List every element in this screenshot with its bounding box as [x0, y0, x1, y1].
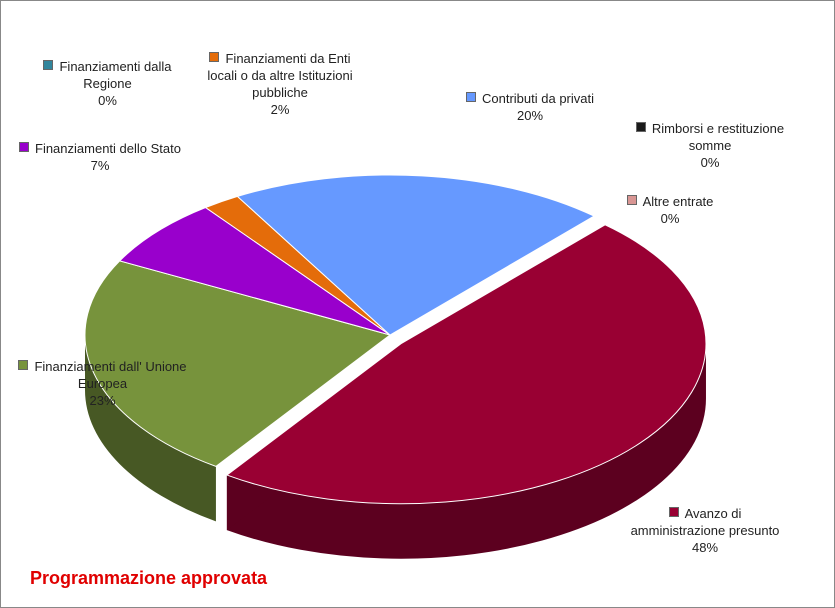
- data-label: Finanziamenti dalla Regione 0%: [25, 58, 190, 109]
- slice: [225, 224, 707, 505]
- data-label: Finanziamenti da Enti locali o da altre …: [195, 50, 365, 118]
- data-label: Avanzo di amministrazione presunto 48%: [630, 505, 780, 556]
- value-label: 2%: [270, 102, 290, 117]
- category-label: Altre entrate: [642, 194, 714, 209]
- value-label: 48%: [691, 540, 719, 555]
- slice-side: [85, 335, 216, 522]
- legend-swatch: [635, 122, 646, 132]
- slice: [84, 260, 392, 467]
- value-label: 23%: [89, 393, 116, 408]
- slice: [118, 206, 391, 336]
- category-label: Contributi da privati: [482, 91, 594, 106]
- data-label: Rimborsi e restituzione somme 0%: [620, 120, 800, 171]
- data-label: Finanziamenti dello Stato 7%: [15, 140, 185, 174]
- legend-swatch: [466, 92, 476, 102]
- data-label: Finanziamenti dall' Unione Europea 23%: [15, 358, 190, 409]
- value-label: 20%: [516, 108, 544, 123]
- legend-swatch: [19, 142, 29, 152]
- legend-swatch: [18, 360, 29, 370]
- legend-swatch: [626, 195, 637, 205]
- category-label: Finanziamenti dello Stato: [35, 141, 181, 156]
- category-label: Finanziamenti dall' Unione Europea: [34, 359, 187, 391]
- value-label: 0%: [660, 211, 680, 226]
- category-label: Rimborsi e restituzione somme: [651, 121, 785, 153]
- data-label: Contributi da privati 20%: [440, 90, 620, 124]
- legend-swatch: [668, 507, 679, 517]
- category-label: Finanziamenti dalla Regione: [59, 59, 172, 91]
- slice-side: [226, 343, 706, 559]
- category-label: Finanziamenti da Enti locali o da altre …: [207, 51, 353, 100]
- value-label: 0%: [700, 155, 720, 170]
- slice: [236, 174, 596, 336]
- chart-title: Programmazione approvata: [30, 568, 268, 588]
- legend-swatch: [43, 60, 54, 70]
- legend-swatch: [209, 52, 220, 62]
- value-label: 0%: [98, 93, 117, 108]
- value-label: 7%: [90, 158, 110, 173]
- data-label: Altre entrate 0%: [600, 193, 740, 227]
- category-label: Avanzo di amministrazione presunto: [630, 506, 780, 538]
